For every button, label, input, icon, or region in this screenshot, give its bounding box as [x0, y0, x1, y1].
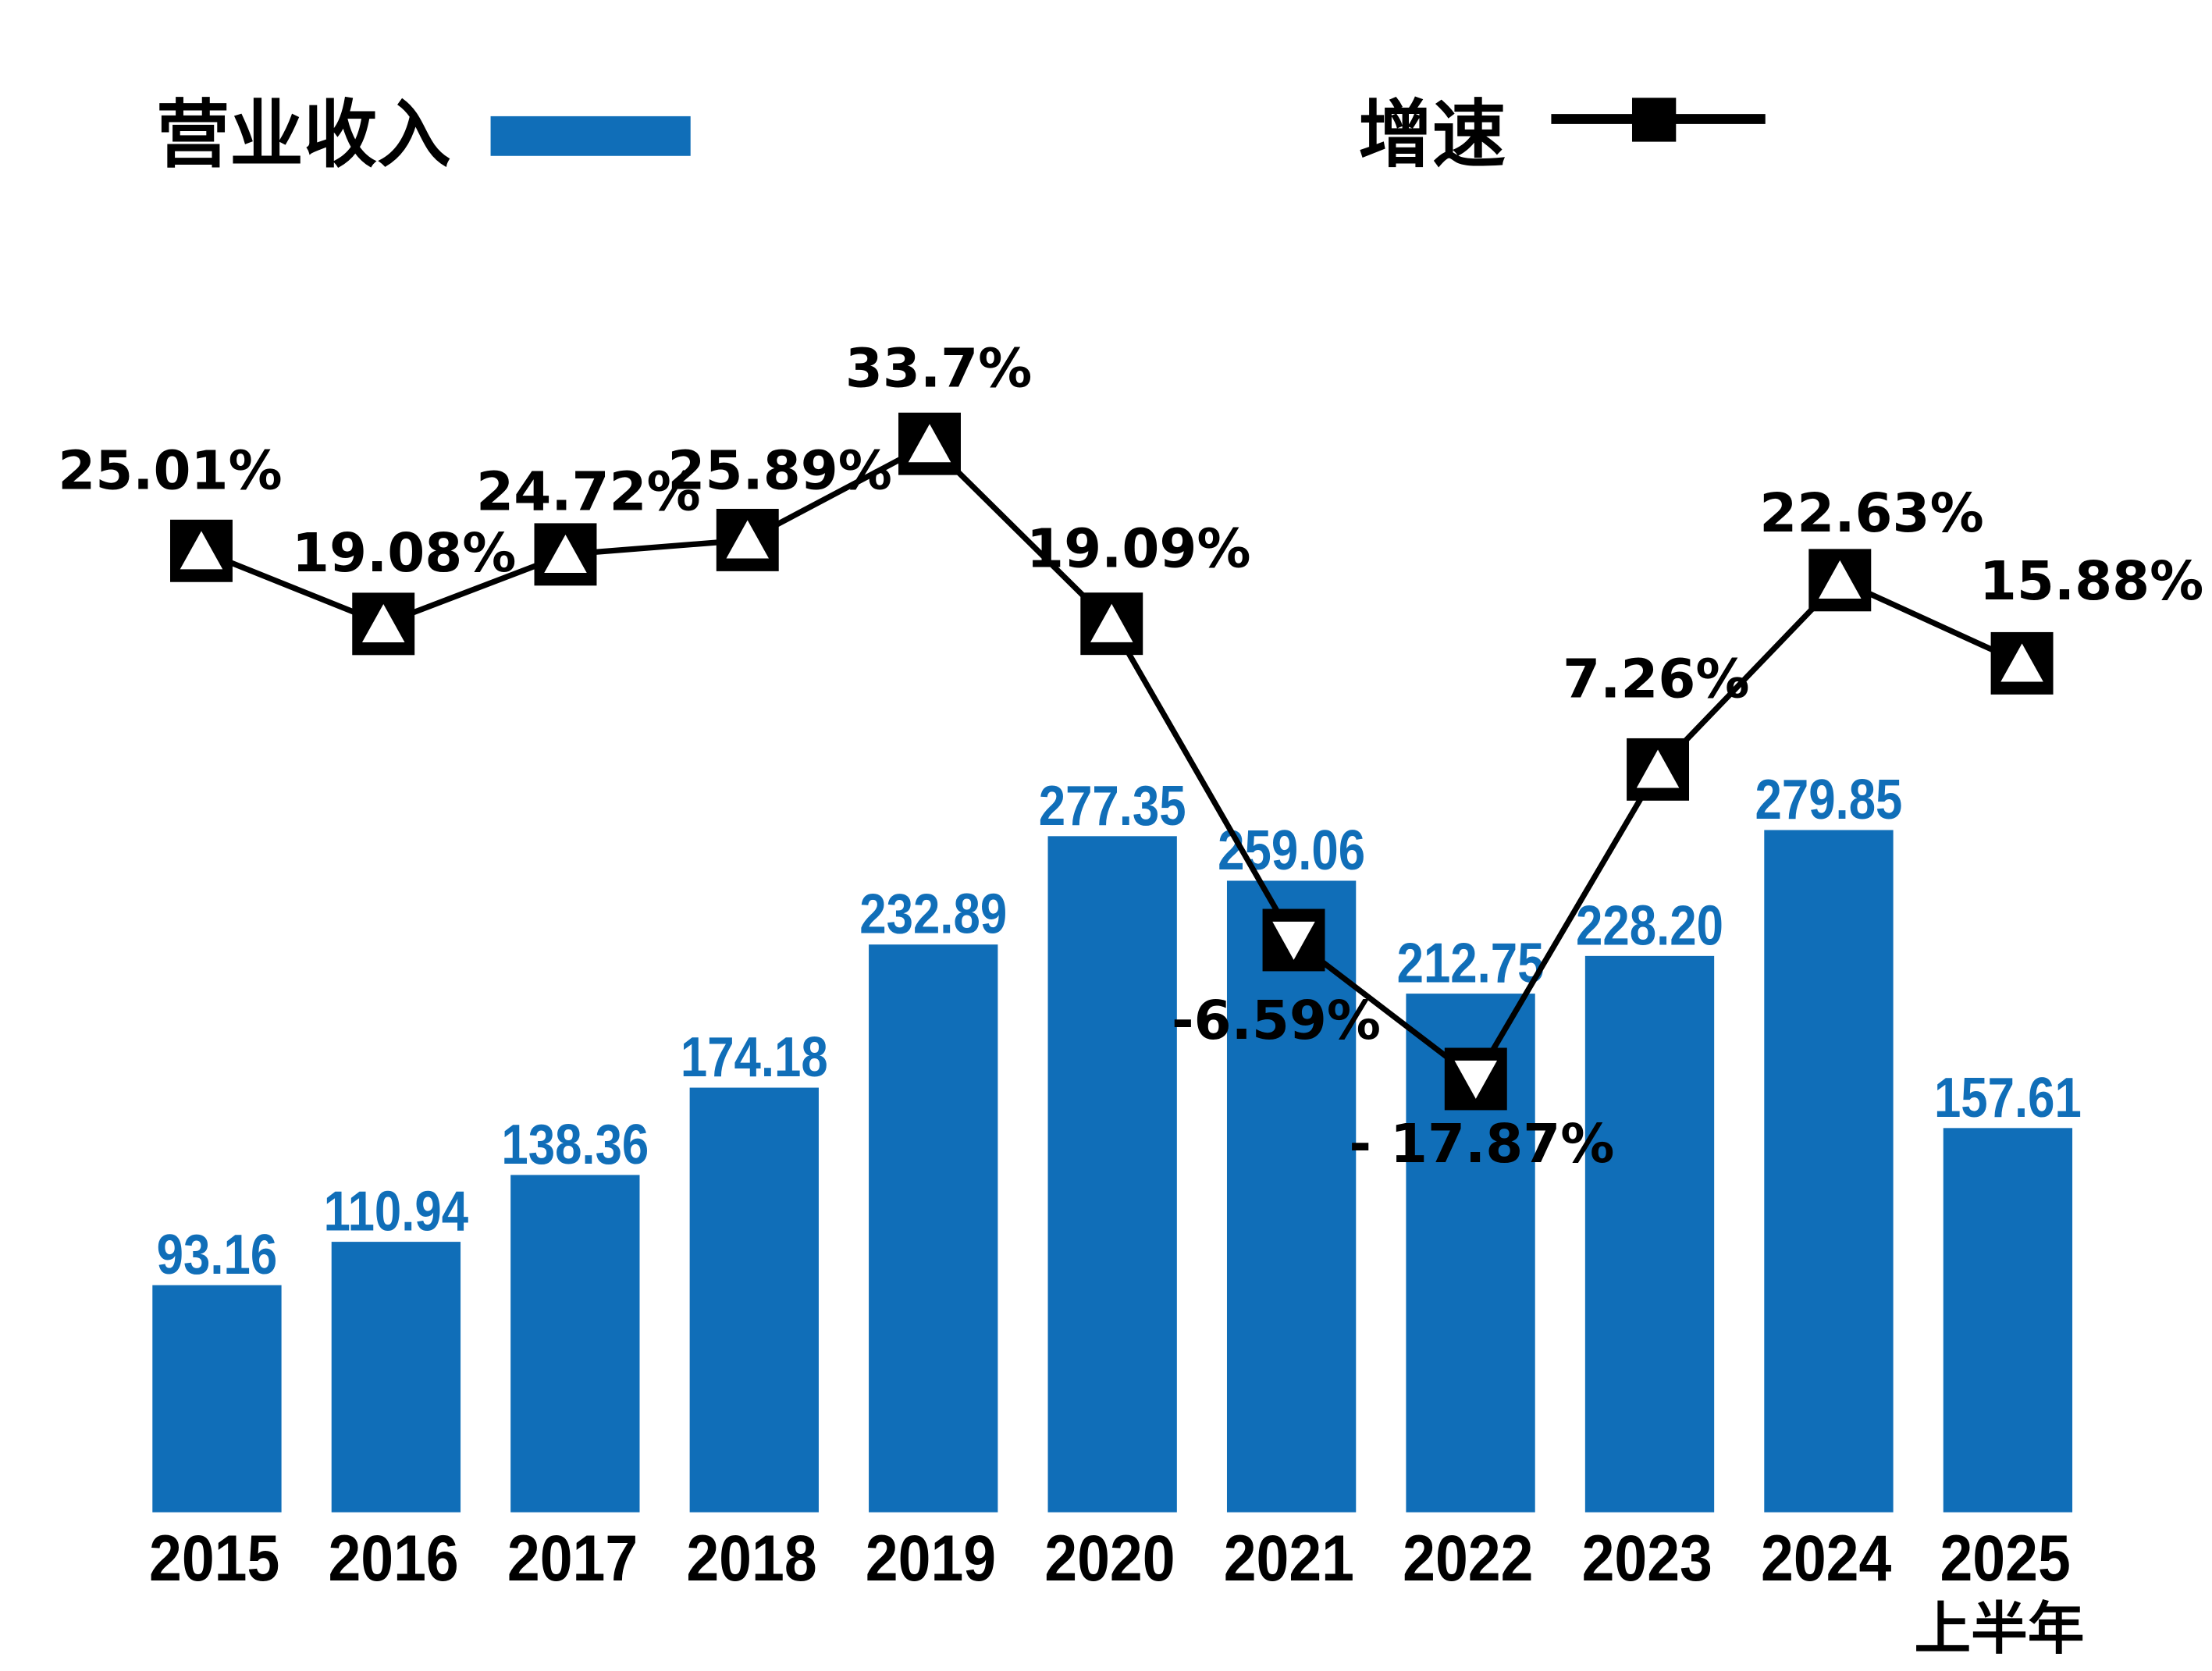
bar-2020	[1047, 836, 1177, 1513]
triangle-up-icon	[1636, 749, 1680, 788]
bar-2015	[152, 1285, 282, 1513]
triangle-up-icon	[1819, 560, 1862, 599]
growth-value-label: -6.59%	[1172, 990, 1381, 1052]
growth-value-label: 24.72%	[476, 461, 700, 524]
bar-2016	[331, 1242, 461, 1513]
legend-bar-label: 营业收入	[156, 92, 451, 178]
bar-value-label: 212.75	[1397, 932, 1545, 995]
x-tick-sublabel: 上半年	[1915, 1597, 2085, 1662]
growth-value-label: 25.01%	[58, 440, 282, 503]
growth-value-label: 15.88%	[1979, 550, 2203, 613]
triangle-down-icon	[1454, 1060, 1498, 1099]
triangle-down-icon	[1272, 921, 1315, 960]
bar-value-label: 110.94	[324, 1180, 469, 1243]
bar-2025	[1943, 1128, 2073, 1513]
growth-value-label: 22.63%	[1759, 482, 1983, 545]
x-tick-label: 2025	[1940, 1521, 2070, 1595]
growth-value-label: 33.7%	[845, 338, 1032, 400]
triangle-up-icon	[726, 520, 769, 559]
bar-value-label: 93.16	[157, 1223, 278, 1286]
bar-value-label: 228.20	[1576, 894, 1723, 958]
growth-value-label: - 17.87%	[1349, 1113, 1614, 1175]
triangle-up-icon	[544, 534, 587, 573]
triangle-up-icon	[908, 424, 951, 463]
bar-value-label: 138.36	[501, 1113, 649, 1176]
triangle-up-icon	[361, 603, 405, 642]
bar-2021	[1226, 880, 1357, 1513]
growth-value-label: 19.09%	[1026, 517, 1250, 580]
bar-2019	[869, 944, 998, 1513]
bar-value-label: 174.18	[681, 1026, 828, 1089]
bar-value-label: 277.35	[1039, 774, 1186, 837]
x-tick-label: 2017	[507, 1521, 638, 1595]
legend-line-marker-icon	[1631, 98, 1677, 142]
bar-value-label: 279.85	[1755, 768, 1903, 831]
x-tick-label: 2018	[686, 1521, 816, 1595]
x-tick-label: 2019	[866, 1521, 996, 1595]
bar-2024	[1764, 830, 1894, 1513]
bar-value-label: 157.61	[1934, 1066, 2082, 1129]
growth-value-label: 19.08%	[292, 522, 516, 585]
legend-bar-swatch	[490, 116, 691, 156]
x-tick-label: 2021	[1224, 1521, 1354, 1595]
x-tick-label: 2015	[149, 1521, 279, 1595]
growth-value-label: 25.89%	[667, 440, 891, 503]
bar-2018	[689, 1087, 819, 1513]
x-tick-label: 2022	[1403, 1521, 1533, 1595]
x-tick-label: 2020	[1044, 1521, 1175, 1595]
bar-2023	[1584, 955, 1715, 1513]
bar-value-label: 232.89	[859, 883, 1007, 946]
growth-value-label: 7.26%	[1563, 648, 1749, 710]
legend-line-label: 增速	[1358, 92, 1506, 178]
x-tick-label: 2016	[328, 1521, 458, 1595]
bar-2017	[510, 1175, 640, 1513]
triangle-up-icon	[2000, 643, 2043, 682]
x-tick-label: 2024	[1761, 1521, 1891, 1595]
legend: 营业收入 增速	[156, 92, 1766, 178]
triangle-up-icon	[1090, 603, 1133, 642]
x-tick-label: 2023	[1582, 1521, 1712, 1595]
triangle-up-icon	[180, 531, 223, 570]
